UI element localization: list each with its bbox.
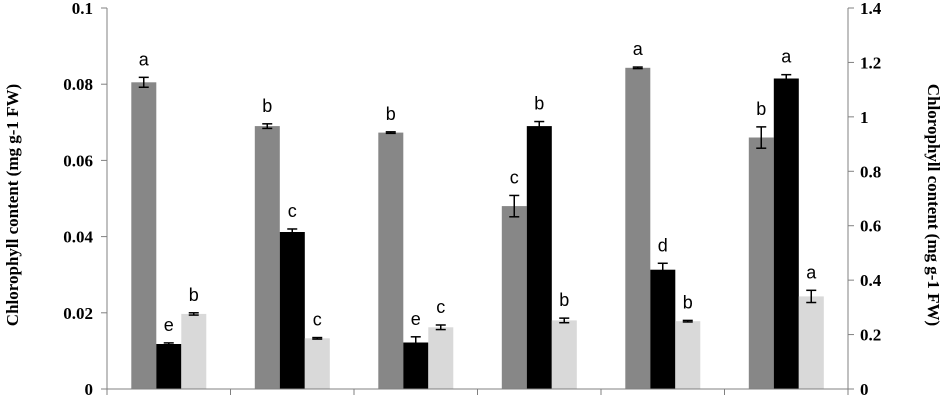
bar-s1-c3	[526, 126, 552, 389]
significance-label-s0-c0: a	[139, 49, 150, 69]
significance-label-s2-c3: b	[559, 290, 569, 310]
bar-s2-c1	[304, 338, 330, 389]
right-tick-label-2: 0.4	[860, 271, 882, 290]
left-tick-label-5: 0.1	[72, 0, 93, 18]
significance-label-s2-c4: b	[683, 292, 693, 312]
left-tick-label-1: 0.02	[63, 304, 93, 323]
significance-label-s0-c1: b	[262, 96, 272, 116]
right-tick-label-3: 0.6	[860, 217, 881, 236]
significance-label-s2-c1: c	[313, 310, 322, 330]
right-tick-label-4: 0.8	[860, 162, 881, 181]
bar-s0-c4	[625, 67, 651, 390]
left-tick-label-3: 0.06	[63, 151, 93, 170]
left-tick-label-2: 0.04	[63, 228, 93, 247]
significance-label-s2-c5: a	[806, 262, 817, 282]
significance-label-s0-c3: c	[510, 168, 519, 188]
bar-s2-c0	[181, 313, 207, 389]
significance-label-s1-c3: b	[534, 94, 544, 114]
bar-s2-c4	[675, 321, 701, 389]
significance-label-s1-c0: e	[164, 315, 174, 335]
axes-layer	[101, 7, 854, 395]
right-tick-label-7: 1.4	[860, 0, 882, 18]
bar-s2-c3	[551, 320, 577, 389]
right-tick-label-5: 1	[860, 108, 869, 127]
bar-s2-c2	[428, 327, 454, 389]
tick-labels-layer: 0 0.02 0.04 0.06 0.08 0.1 0 0.2 0.4 0.6 0.8 1 1.2 1.4	[63, 0, 882, 399]
significance-label-s1-c5: a	[781, 47, 792, 67]
significance-label-s1-c4: d	[658, 235, 668, 255]
bar-s2-c5	[798, 296, 824, 389]
left-tick-label-0: 0	[85, 380, 94, 399]
bar-s1-c0	[156, 344, 182, 389]
significance-label-s1-c1: c	[288, 201, 297, 221]
bar-s1-c4	[650, 269, 676, 389]
significance-label-s0-c2: b	[386, 104, 396, 124]
bar-s1-c1	[279, 232, 305, 389]
bar-s1-c5	[773, 78, 799, 389]
bar-s1-c2	[403, 342, 429, 389]
right-tick-label-1: 0.2	[860, 326, 881, 345]
bar-s0-c0	[131, 82, 157, 390]
right-tick-label-6: 1.2	[860, 53, 881, 72]
bar-s0-c5	[748, 137, 774, 389]
significance-label-s2-c0: b	[189, 285, 199, 305]
right-axis-title: Chlorophyll content (mg g-1 FW)	[924, 84, 942, 326]
significance-label-s0-c5: b	[756, 99, 766, 119]
left-tick-label-4: 0.08	[63, 75, 93, 94]
bar-s0-c1	[254, 126, 280, 389]
bars-layer	[131, 67, 824, 390]
error-bars-layer	[138, 66, 817, 349]
significance-label-s0-c4: a	[633, 39, 644, 59]
bar-s0-c3	[501, 206, 527, 389]
right-tick-label-0: 0	[860, 380, 869, 399]
significance-label-s1-c2: e	[411, 309, 421, 329]
significance-label-s2-c2: c	[436, 297, 445, 317]
left-axis-title: Chlorophyll content (mg g-1 FW)	[3, 84, 22, 326]
bar-s0-c2	[378, 132, 404, 389]
